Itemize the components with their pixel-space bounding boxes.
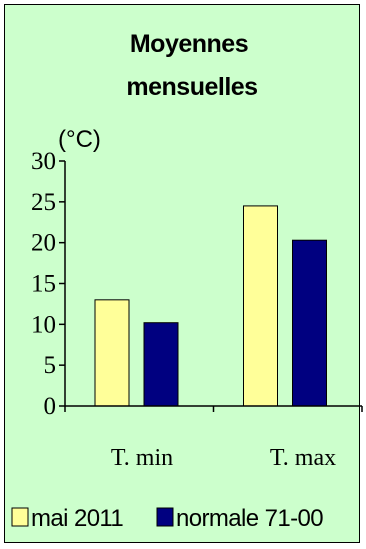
axes <box>64 161 363 412</box>
y-axis-unit-label: (°C) <box>58 126 101 153</box>
y-tick-label-0: 0 <box>44 393 57 420</box>
bars <box>94 205 327 407</box>
y-tick-label-30: 30 <box>31 148 56 175</box>
category-label-t-min: T. min <box>111 445 173 471</box>
legend-label-mai-2011: mai 2011 <box>31 505 123 532</box>
y-tick-label-25: 25 <box>31 189 56 216</box>
bar-t-min-normale-71-00 <box>143 322 179 407</box>
y-tick-label-20: 20 <box>31 230 56 257</box>
bar-t-max-mai-2011 <box>243 205 278 407</box>
y-axis-ticks: 0 5 10 15 20 25 30 <box>31 148 65 420</box>
legend-label-normale-71-00: normale 71-00 <box>176 505 323 532</box>
y-tick-label-5: 5 <box>44 352 57 379</box>
bar-t-max-normale-71-00 <box>292 239 327 407</box>
chart-title-line-2: mensuelles <box>126 73 257 101</box>
y-tick-label-15: 15 <box>31 271 56 298</box>
legend-swatch-normale <box>156 507 174 527</box>
category-label-t-max: T. max <box>270 445 336 471</box>
bar-t-min-mai-2011 <box>94 299 130 407</box>
legend: mai 2011 normale 71-00 <box>11 505 324 532</box>
chart-title-line-1: Moyennes <box>130 30 248 58</box>
legend-swatch-mai-2011 <box>11 507 29 527</box>
y-tick-label-10: 10 <box>31 311 56 338</box>
